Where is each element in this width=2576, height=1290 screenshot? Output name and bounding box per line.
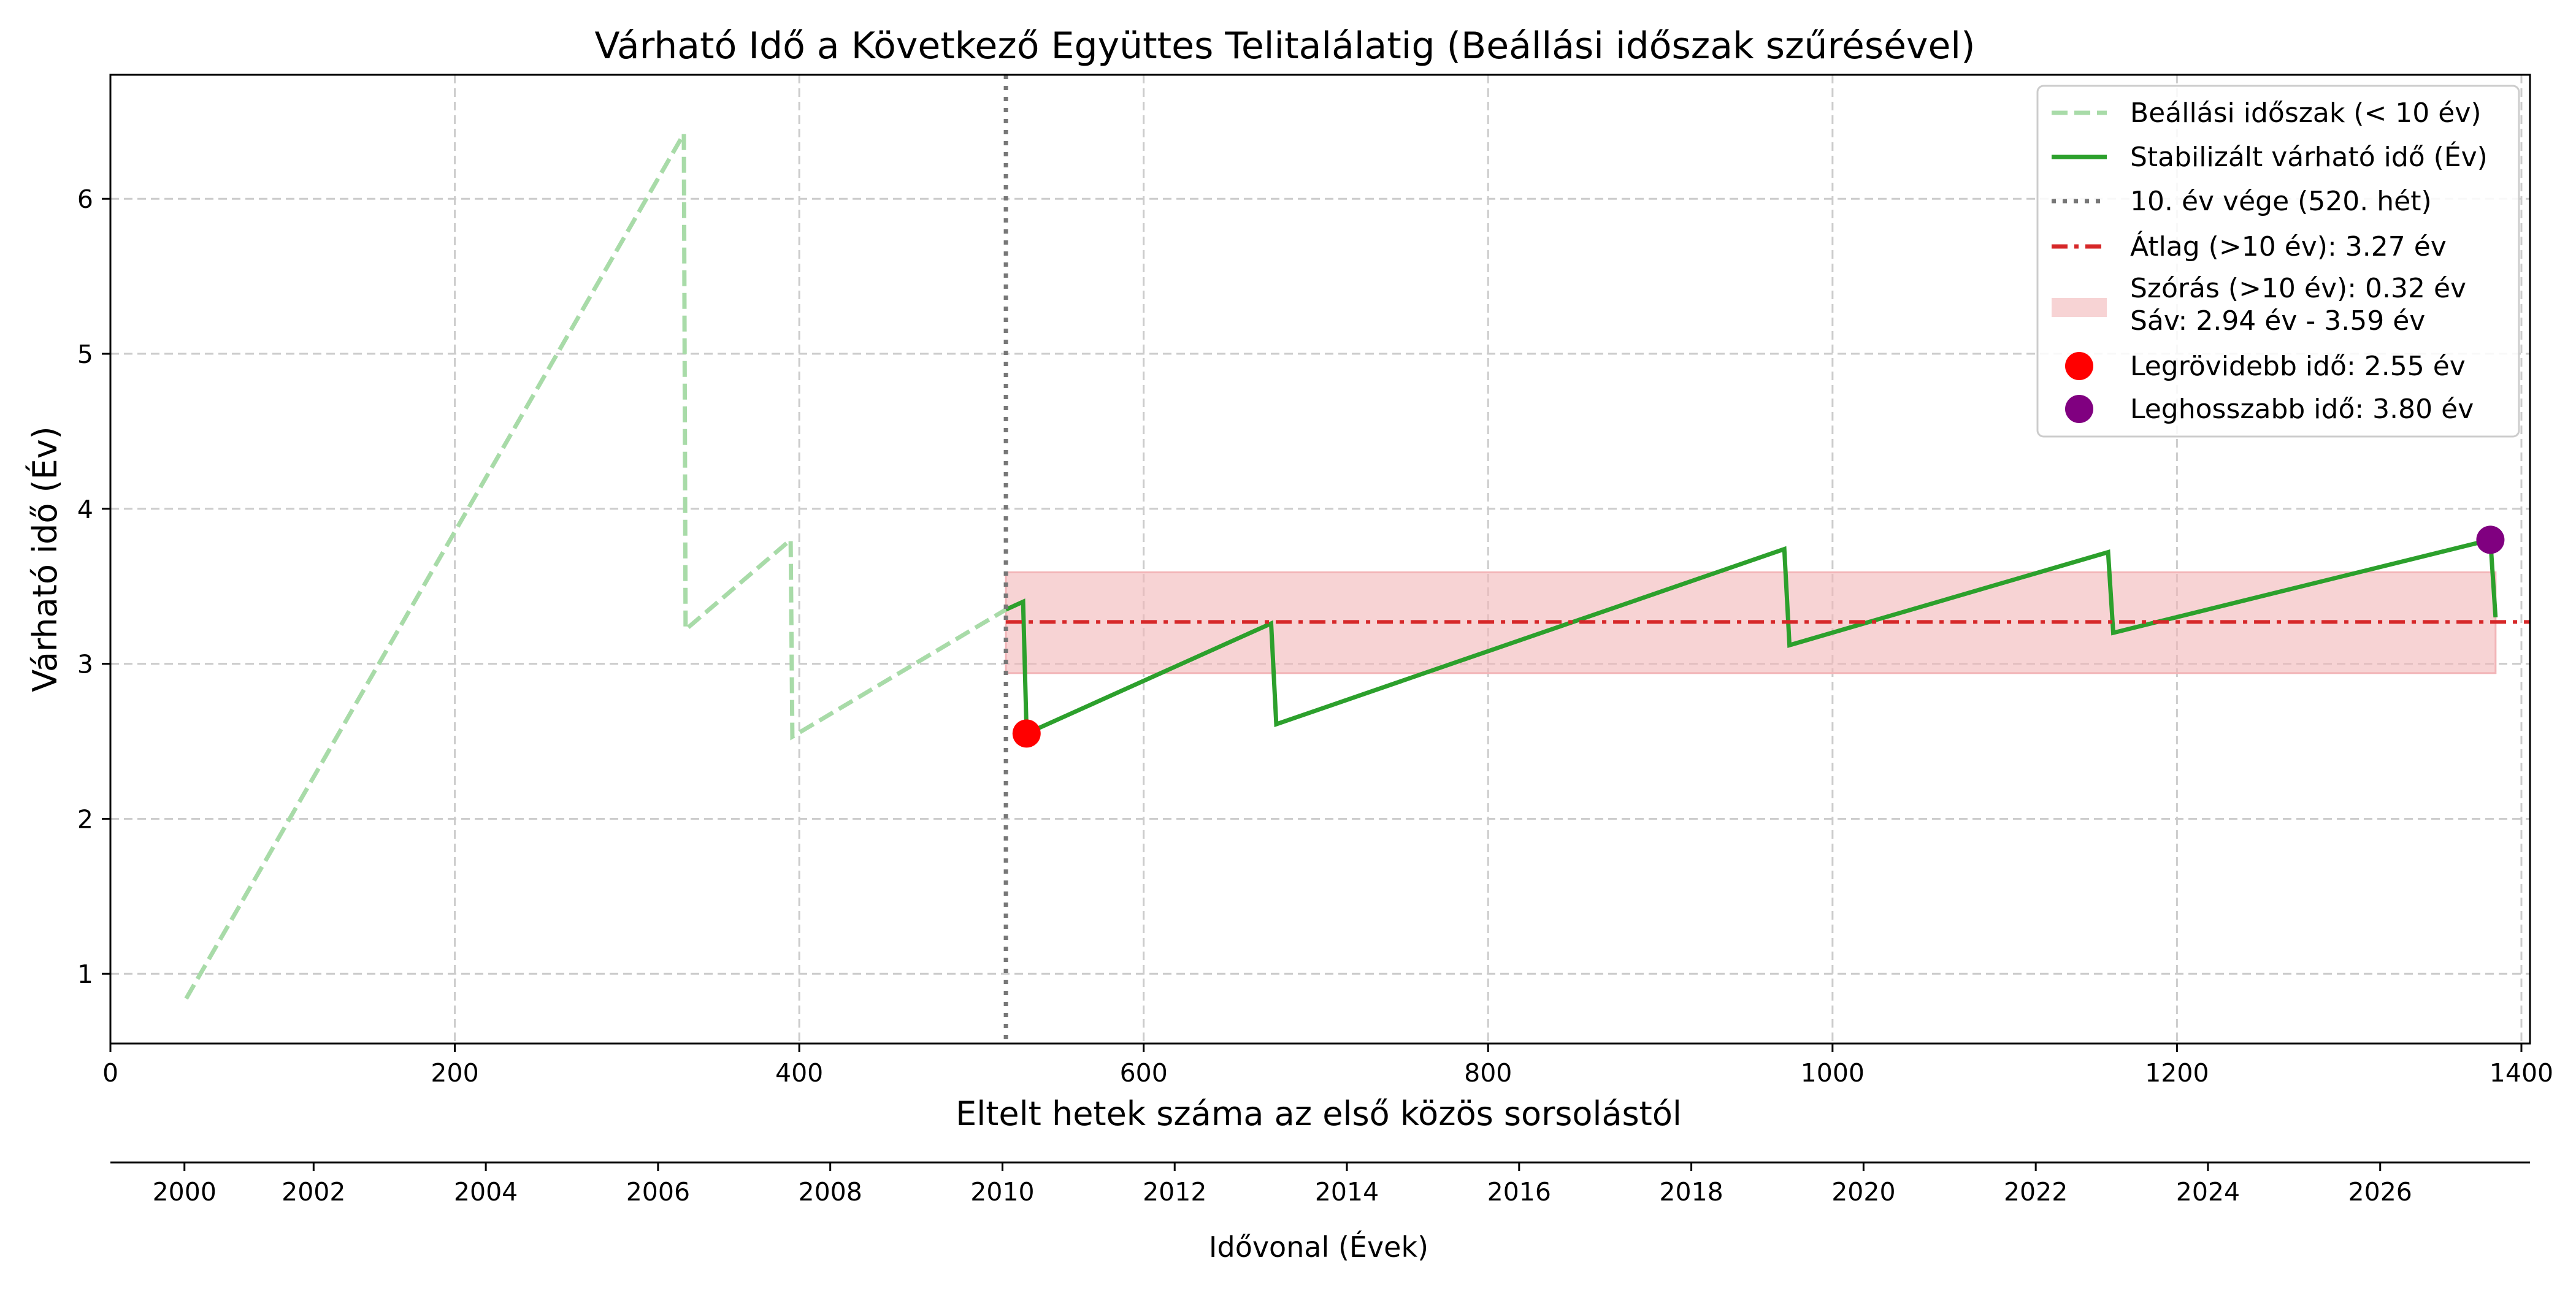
year-tick-label: 2020: [1831, 1177, 1895, 1207]
plot-frame: [109, 74, 2531, 1045]
legend: Beállási időszak (< 10 év) Stabilizált v…: [2036, 85, 2520, 438]
legend-vline-label: 10. év vége (520. hét): [2130, 186, 2432, 217]
year-tick-label: 2002: [282, 1177, 345, 1207]
year-tick-label: 2004: [454, 1177, 518, 1207]
max-point: [2476, 525, 2505, 554]
stabilized-line: [1005, 537, 2498, 737]
x-tick-label: 600: [1120, 1058, 1168, 1088]
x-axis-label: Eltelt hetek száma az első közös sorsolá…: [956, 1094, 1682, 1133]
secondary-ticks-layer: 2000 2002 2004 2006 2008 2010 2012 2014 2016 2018…: [153, 1162, 2412, 1207]
year-tick-label: 2014: [1315, 1177, 1379, 1207]
legend-std-swatch: [2052, 298, 2107, 317]
year-tick-label: 2022: [2004, 1177, 2068, 1207]
x-tick-label: 400: [775, 1058, 823, 1088]
year-tick-label: 2008: [799, 1177, 862, 1207]
year-tick-label: 2026: [2348, 1177, 2412, 1207]
legend-stable-label: Stabilizált várható idő (Év): [2130, 140, 2488, 173]
x-tick-label: 0: [102, 1058, 118, 1088]
min-point: [1012, 719, 1041, 748]
x-tick-label: 200: [431, 1058, 478, 1088]
legend-min-swatch: [2065, 352, 2093, 380]
year-tick-label: 2010: [970, 1177, 1034, 1207]
ticks-layer: 0 200 400 600 800 1000 1200 1400 1 2 3 4 5 6: [77, 185, 2553, 1088]
y-tick-label: 6: [77, 185, 93, 214]
secondary-x-axis-label: Idővonal (Évek): [1209, 1231, 1428, 1264]
legend-std-label-1: Szórás (>10 év): 0.32 év: [2130, 273, 2466, 304]
legend-box: [2036, 85, 2520, 438]
legend-max-swatch: [2065, 395, 2093, 423]
y-tick-label: 2: [77, 804, 93, 834]
y-tick-label: 4: [77, 495, 93, 524]
x-tick-label: 1000: [1801, 1058, 1865, 1088]
y-tick-label: 1: [77, 960, 93, 989]
legend-min-label: Legrövidebb idő: 2.55 év: [2130, 351, 2466, 382]
legend-mean-label: Átlag (>10 év): 3.27 év: [2130, 230, 2447, 262]
year-tick-label: 2018: [1659, 1177, 1723, 1207]
y-tick-label: 3: [77, 650, 93, 679]
year-tick-label: 2024: [2176, 1177, 2240, 1207]
chart-title: Várható Idő a Következő Együttes Telital…: [594, 25, 1975, 67]
x-tick-label: 1400: [2490, 1058, 2553, 1088]
legend-std-label-2: Sáv: 2.94 év - 3.59 év: [2130, 305, 2425, 337]
x-tick-label: 1200: [2145, 1058, 2209, 1088]
x-tick-label: 800: [1464, 1058, 1512, 1088]
year-tick-label: 2016: [1487, 1177, 1551, 1207]
year-tick-label: 2000: [153, 1177, 217, 1207]
year-tick-label: 2006: [626, 1177, 690, 1207]
legend-max-label: Leghosszabb idő: 3.80 év: [2130, 394, 2474, 425]
setup-period-line: [184, 126, 1007, 1000]
legend-setup-label: Beállási időszak (< 10 év): [2130, 97, 2482, 129]
y-axis-label: Várható idő (Év): [26, 426, 64, 692]
data-layer: [184, 75, 2530, 1044]
y-tick-label: 5: [77, 340, 93, 369]
year-tick-label: 2012: [1143, 1177, 1206, 1207]
